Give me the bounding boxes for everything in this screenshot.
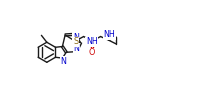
Text: S: S [73, 37, 78, 46]
Text: N: N [73, 33, 79, 42]
Text: NH: NH [86, 37, 98, 46]
Text: O: O [89, 48, 95, 57]
Text: N: N [73, 44, 79, 53]
Text: N: N [60, 57, 66, 66]
Text: NH: NH [104, 30, 115, 39]
